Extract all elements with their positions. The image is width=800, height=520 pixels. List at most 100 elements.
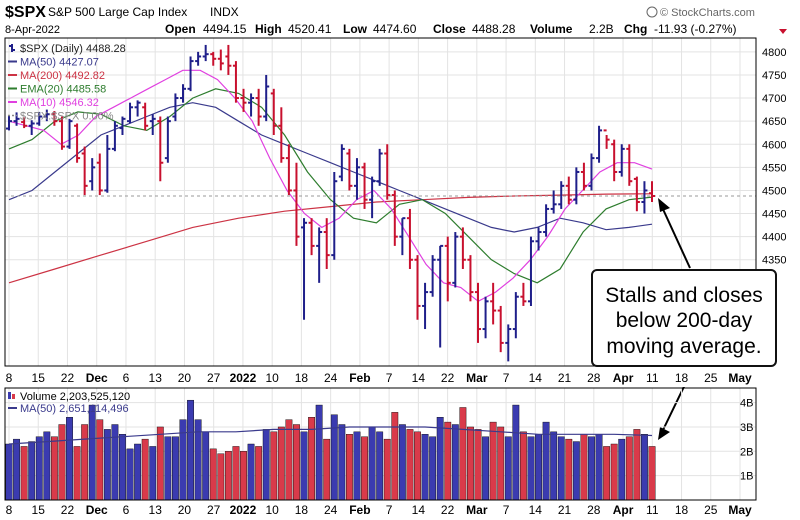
ohlc-bar	[633, 176, 640, 212]
ohlc-bar	[641, 181, 648, 214]
ohlc-bar	[301, 218, 308, 320]
ohlc-bar	[649, 181, 655, 202]
ohlc-bar	[459, 227, 466, 269]
volume-x-tick-label: 18	[675, 503, 689, 517]
volume-bar	[444, 421, 452, 501]
copyright-text[interactable]: © StockCharts.com	[660, 7, 755, 19]
volume-tick-label: 1B	[740, 471, 753, 483]
volume-bar	[398, 424, 406, 501]
volume-x-tick-label: 27	[207, 503, 221, 517]
high-label: High	[255, 22, 282, 36]
ohlc-bar	[618, 144, 625, 177]
price-tick-label: 4750	[762, 70, 786, 82]
volume-value: 2.2B	[589, 22, 614, 36]
volume-bar	[28, 441, 36, 501]
volume-bar	[482, 436, 489, 501]
volume-bar	[474, 429, 482, 501]
volume-x-tick-label: 14	[412, 503, 426, 517]
ohlc-bar	[596, 125, 603, 163]
volume-x-tick-label: 6	[123, 503, 130, 517]
ohlc-bar	[535, 227, 542, 251]
close-value: 4488.28	[472, 22, 516, 36]
volume-bar	[557, 436, 565, 501]
ohlc-bar	[43, 109, 50, 122]
volume-bar	[648, 446, 656, 501]
ohlc-bar	[278, 107, 285, 163]
ohlc-bar	[331, 171, 338, 260]
ohlc-bar	[127, 102, 134, 124]
volume-bar	[414, 431, 421, 501]
price-overlays	[5, 69, 756, 303]
price-tick-label: 4350	[762, 255, 786, 267]
volume-bar	[376, 431, 384, 501]
ma10-line	[8, 69, 653, 303]
price-x-tick-label: Apr	[613, 371, 634, 385]
volume-bar	[368, 426, 376, 501]
price-x-tick-label: 18	[295, 371, 309, 385]
price-x-tick-label: Dec	[86, 371, 108, 385]
ohlc-bar	[248, 93, 255, 117]
ohlc-bar	[573, 167, 580, 205]
ohlc-bar	[293, 162, 300, 246]
ohlc-bar	[565, 176, 572, 205]
price-x-tick-label: 27	[207, 371, 221, 385]
volume-bar	[588, 436, 595, 501]
ohlc-bar	[497, 305, 504, 353]
ohlc-bar	[179, 84, 186, 103]
ohlc-bar	[202, 44, 209, 62]
ohlc-bar	[399, 217, 406, 256]
volume-x-tick-label: 18	[295, 503, 309, 517]
volume-bar	[641, 434, 648, 501]
ohlc-bar	[13, 112, 20, 126]
volume-bar	[467, 426, 474, 501]
ohlc-bar	[6, 115, 12, 131]
ohlc-bar	[316, 227, 323, 283]
volume-bar	[66, 417, 73, 501]
ohlc-bar	[142, 102, 149, 131]
ohlc-bar	[376, 148, 383, 186]
volume-x-tick-label: 22	[441, 503, 455, 517]
ohlc-bar	[475, 282, 482, 343]
price-x-tick-label: 18	[675, 371, 689, 385]
ohlc-bar	[36, 111, 43, 126]
price-x-axis: 8 15 22 Dec 6 13 20 27 2022 10 18 24 Feb 7 14 22 Mar 7 14 2…	[6, 371, 752, 385]
volume-x-tick-label: 7	[503, 503, 510, 517]
annotation-line-2: below 200-day	[616, 309, 753, 332]
volume-bar	[519, 431, 527, 501]
ohlc-bar	[361, 162, 368, 209]
volume-bar	[315, 404, 323, 501]
volume-tick-label: 4B	[740, 398, 753, 410]
ohlc-bar	[414, 255, 421, 320]
open-value: 4494.15	[203, 22, 247, 36]
high-value: 4520.41	[288, 22, 332, 36]
volume-bar	[217, 453, 225, 501]
legend-entry: MA(10) 4546.32	[20, 97, 99, 109]
price-tick-label: 4550	[762, 162, 786, 174]
legend-entry: MA(200) 4492.82	[20, 70, 105, 82]
volume-x-tick-label: 7	[386, 503, 393, 517]
volume-bar	[535, 434, 542, 501]
ohlc-bar	[512, 292, 519, 339]
ohlc-bar	[66, 118, 73, 149]
ohlc-bar	[520, 282, 527, 306]
volume-bar	[459, 407, 467, 501]
ohlc-bar	[217, 49, 224, 71]
volume-bar	[285, 419, 293, 501]
price-x-tick-label: 14	[412, 371, 426, 385]
ohlc-bar	[308, 218, 315, 256]
ohlc-bar	[149, 114, 156, 136]
ohlc-bar	[588, 153, 595, 191]
ohlc-bar	[89, 158, 96, 191]
volume-bar	[270, 431, 278, 501]
volume-x-tick-label: 25	[704, 503, 718, 517]
price-x-tick-label: 25	[704, 371, 718, 385]
volume-bars	[5, 399, 656, 501]
volume-bar	[35, 436, 43, 501]
volume-bar	[50, 436, 58, 501]
open-label: Open	[165, 22, 196, 36]
volume-bar	[338, 424, 346, 501]
dropdown-arrow-icon[interactable]	[779, 29, 787, 34]
volume-bar	[111, 424, 119, 501]
exchange-label: INDX	[210, 5, 239, 19]
volume-x-tick-label: 2022	[230, 503, 257, 517]
